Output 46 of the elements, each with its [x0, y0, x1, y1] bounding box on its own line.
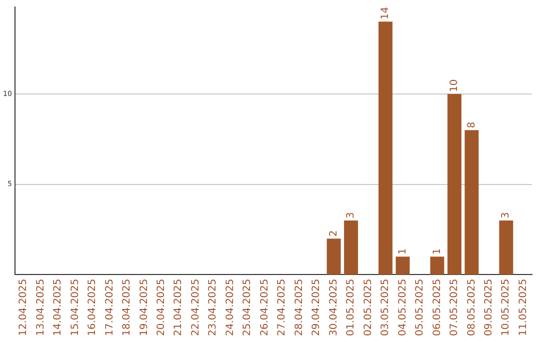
x-tick-label: 10.05.2025: [500, 278, 512, 336]
x-tick-label: 28.04.2025: [294, 278, 305, 336]
bar: [396, 256, 410, 275]
x-tick-label: 11.05.2025: [518, 278, 529, 336]
x-tick-label: 24.04.2025: [224, 278, 236, 336]
bar: [499, 220, 514, 275]
x-tick-label: 03.05.2025: [380, 278, 392, 336]
bar: [326, 238, 341, 275]
data-label: 14: [380, 6, 392, 20]
x-tick-label: 09.05.2025: [484, 278, 495, 336]
x-tick-label: 02.05.2025: [362, 278, 374, 336]
x-tick-label: 07.05.2025: [449, 278, 460, 336]
x-tick-label: 15.04.2025: [70, 278, 81, 336]
bar: [464, 130, 479, 275]
x-tick-label: 20.04.2025: [156, 278, 168, 336]
bar: [344, 220, 358, 275]
x-tick-label: 12.04.2025: [18, 278, 30, 336]
x-tick-label: 06.05.2025: [432, 278, 443, 336]
x-tick-label: 21.04.2025: [173, 278, 184, 336]
x-tick-label: 25.04.2025: [242, 278, 254, 336]
x-tick-label: 27.04.2025: [276, 278, 288, 336]
x-tick-label: 14.04.2025: [52, 278, 64, 336]
x-tick-label: 22.04.2025: [190, 278, 202, 336]
x-tick-label: 29.04.2025: [311, 278, 322, 336]
x-tick-label: 16.04.2025: [87, 278, 98, 336]
x-tick-label: 30.04.2025: [328, 278, 340, 336]
x-tick-label: 19.04.2025: [138, 278, 150, 336]
bar: [430, 256, 444, 275]
x-tick-label: 18.04.2025: [122, 278, 133, 336]
x-tick-label: 04.05.2025: [397, 278, 408, 336]
x-tick-label: 17.04.2025: [104, 278, 116, 336]
x-tick-label: 26.04.2025: [259, 278, 270, 336]
data-label: 3: [500, 212, 512, 219]
data-label: 2: [328, 230, 340, 237]
data-label: 1: [432, 248, 443, 255]
x-tick-label: 23.04.2025: [208, 278, 219, 336]
bar: [378, 22, 392, 275]
bar: [447, 94, 462, 275]
data-label: 10: [449, 79, 460, 92]
x-tick-label: 08.05.2025: [466, 278, 478, 336]
data-label: 8: [466, 122, 478, 128]
data-label: 1: [397, 248, 408, 255]
x-tick-label: 01.05.2025: [346, 278, 357, 336]
x-tick-label: 13.04.2025: [35, 278, 46, 336]
data-label: 3: [346, 212, 357, 219]
x-tick-label: 05.05.2025: [414, 278, 426, 336]
